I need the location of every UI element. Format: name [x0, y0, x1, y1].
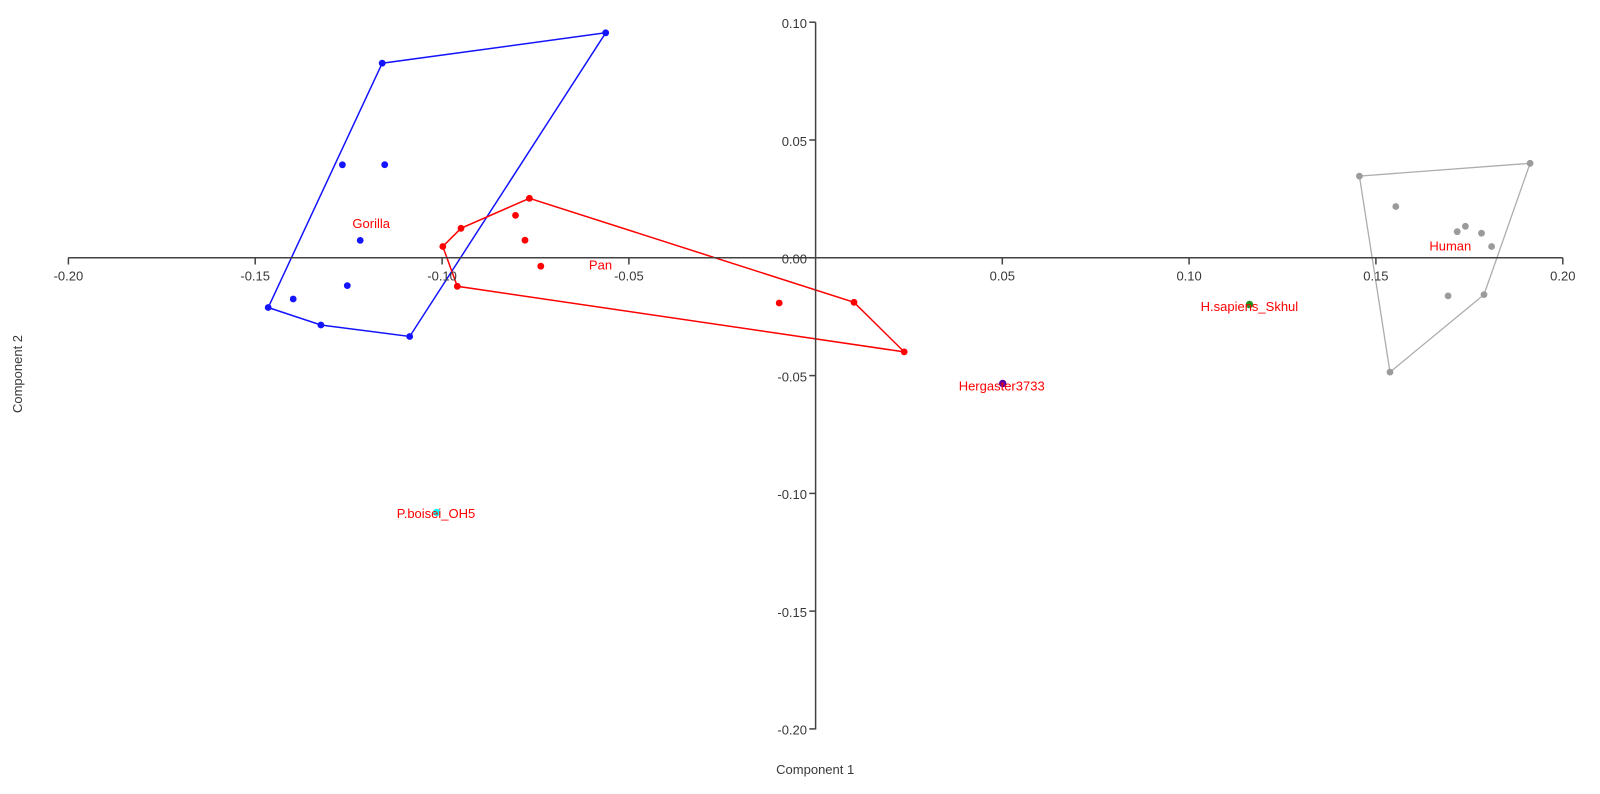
svg-text:Human: Human: [1429, 238, 1471, 253]
svg-text:-0.20: -0.20: [54, 268, 84, 283]
svg-text:-0.15: -0.15: [240, 268, 270, 283]
svg-text:Component 2: Component 2: [10, 335, 25, 413]
svg-text:P.boisei_OH5: P.boisei_OH5: [397, 506, 476, 521]
svg-text:-0.15: -0.15: [777, 605, 807, 620]
svg-text:0.00: 0.00: [782, 252, 807, 267]
svg-text:Hergaster3733: Hergaster3733: [959, 378, 1045, 393]
svg-text:-0.10: -0.10: [777, 487, 807, 502]
svg-text:0.05: 0.05: [782, 134, 807, 149]
svg-text:-0.05: -0.05: [614, 268, 644, 283]
svg-text:0.15: 0.15: [1363, 268, 1388, 283]
svg-text:Gorilla: Gorilla: [352, 216, 390, 231]
svg-text:-0.05: -0.05: [777, 369, 807, 384]
svg-text:0.05: 0.05: [990, 268, 1015, 283]
svg-text:H.sapiens_Skhul: H.sapiens_Skhul: [1201, 299, 1299, 314]
svg-text:-0.20: -0.20: [777, 723, 807, 738]
svg-text:Component 1: Component 1: [776, 762, 854, 777]
svg-text:0.10: 0.10: [1176, 268, 1201, 283]
svg-text:-0.10: -0.10: [427, 268, 457, 283]
svg-text:Pan: Pan: [589, 258, 612, 273]
svg-text:0.20: 0.20: [1550, 268, 1575, 283]
svg-text:0.10: 0.10: [782, 16, 807, 31]
